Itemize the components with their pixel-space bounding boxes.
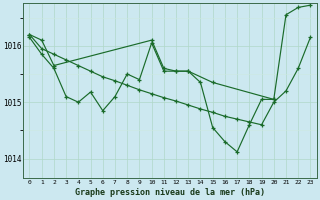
X-axis label: Graphe pression niveau de la mer (hPa): Graphe pression niveau de la mer (hPa): [75, 188, 265, 197]
